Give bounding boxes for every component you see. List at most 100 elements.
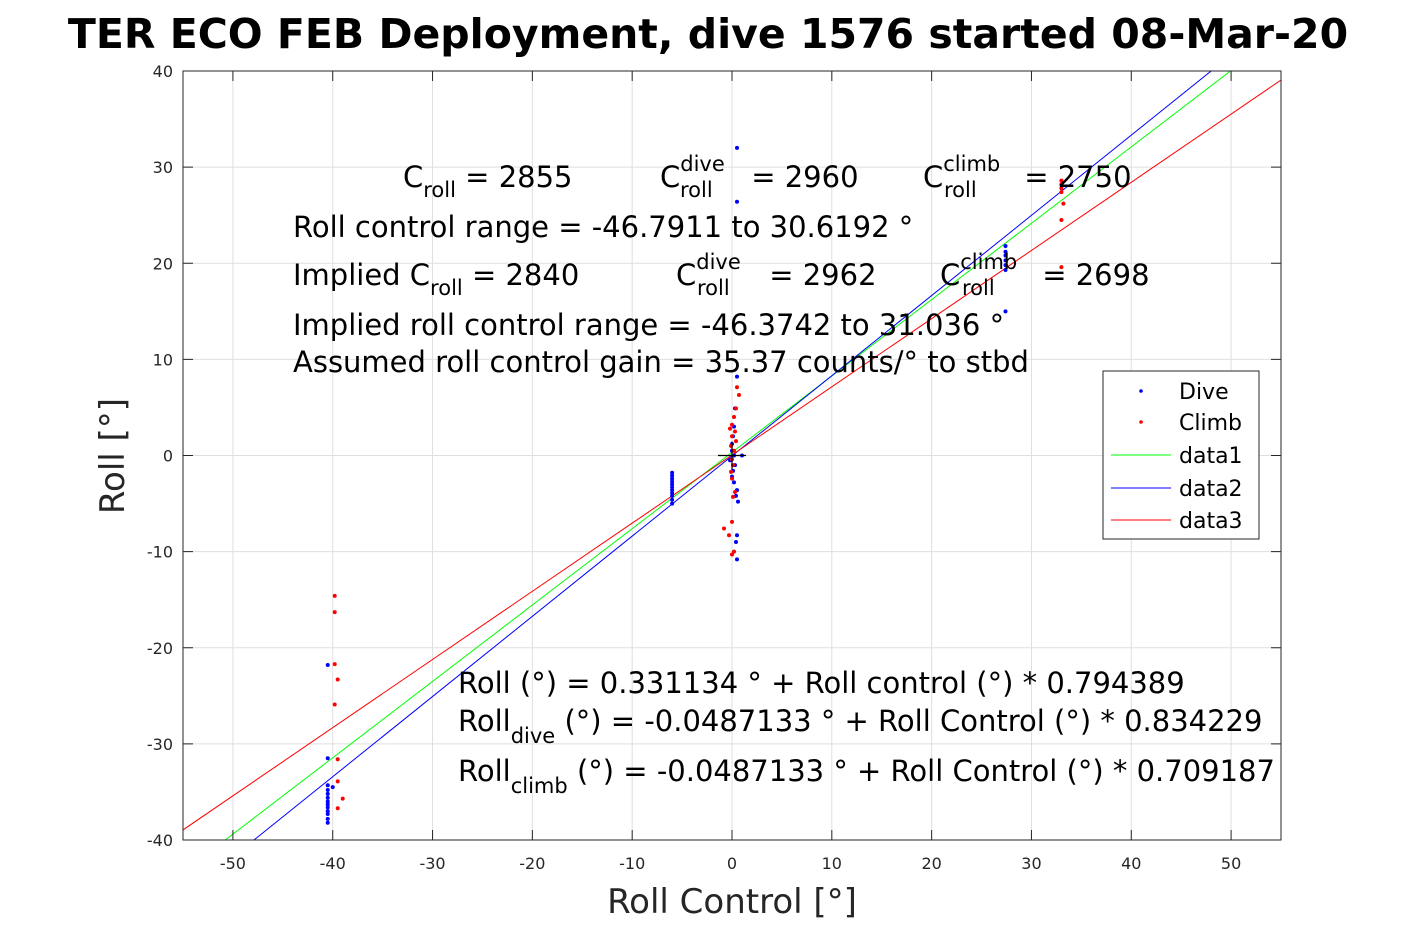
point-dive — [1003, 309, 1008, 314]
legend-climb-label: Climb — [1179, 411, 1242, 436]
x-axis-label: Roll Control [°] — [607, 882, 857, 922]
point-climb — [732, 429, 737, 434]
point-climb — [1061, 201, 1066, 206]
point-climb — [729, 469, 734, 474]
point-climb — [332, 610, 337, 615]
y-tick-label: 10 — [153, 350, 173, 369]
point-dive — [670, 485, 675, 490]
point-climb — [733, 406, 738, 411]
point-dive — [325, 795, 330, 800]
point-dive — [325, 816, 330, 821]
point-climb — [731, 549, 736, 554]
point-climb — [730, 434, 734, 439]
annotation-implied-c-dive: Cdive roll = 2962 — [676, 250, 877, 300]
x-tick-label: -40 — [320, 854, 346, 873]
point-climb — [1059, 186, 1064, 191]
point-climb — [335, 806, 340, 811]
point-dive — [325, 809, 330, 814]
point-dive — [1003, 243, 1008, 248]
point-dive — [670, 497, 675, 502]
point-climb — [1059, 190, 1064, 195]
point-climb — [1059, 217, 1064, 222]
point-climb — [340, 796, 345, 801]
point-dive — [670, 470, 675, 475]
point-climb — [332, 593, 337, 598]
point-climb — [730, 494, 735, 499]
point-dive — [330, 785, 335, 790]
x-tick-label: 0 — [727, 854, 737, 873]
point-dive — [731, 480, 736, 485]
point-dive — [670, 476, 675, 481]
point-climb — [332, 662, 337, 667]
point-dive — [734, 557, 739, 562]
point-dive — [670, 488, 675, 493]
y-axis-label: Roll [°] — [93, 398, 133, 514]
point-climb — [733, 439, 738, 444]
point-climb — [332, 702, 337, 707]
annotation-c-roll-climb: Cclimb roll = 2750 — [923, 152, 1132, 202]
y-tick-label: -30 — [147, 735, 173, 754]
y-tick-label: 40 — [153, 62, 173, 81]
point-dive — [734, 374, 739, 379]
point-climb — [731, 448, 736, 453]
point-dive — [325, 788, 330, 793]
point-climb — [730, 476, 734, 481]
point-climb — [736, 392, 741, 397]
point-dive — [734, 533, 739, 538]
point-climb — [731, 415, 736, 420]
point-climb — [335, 779, 340, 784]
point-dive — [733, 540, 738, 545]
annotation-fit-dive: Rolldive (°) = -0.0487133 ° + Roll Contr… — [458, 704, 1262, 748]
point-dive — [325, 663, 330, 668]
annotation-fit: Roll (°) = 0.331134 ° + Roll control (°)… — [458, 666, 1185, 700]
point-climb — [727, 533, 732, 538]
point-dive — [325, 756, 330, 761]
x-tick-label: -20 — [519, 854, 545, 873]
point-climb — [335, 757, 340, 762]
x-tick-label: 30 — [1021, 854, 1041, 873]
point-dive — [670, 493, 675, 498]
point-dive — [734, 199, 739, 204]
point-climb — [1059, 182, 1064, 187]
data-points — [325, 145, 1066, 825]
point-climb — [734, 385, 739, 390]
y-tick-label: -20 — [147, 639, 173, 658]
legend-climb-marker — [1139, 420, 1143, 424]
origin-crosshair — [718, 441, 746, 470]
annotation-gain: Assumed roll control gain = 35.37 counts… — [293, 345, 1029, 379]
point-dive — [735, 499, 740, 504]
point-dive — [325, 820, 330, 825]
y-tick-label: 30 — [153, 158, 173, 177]
y-ticks: -40 -30 -20 -10 0 10 20 30 40 — [147, 62, 1281, 850]
legend-dive-marker — [1139, 389, 1143, 393]
annotation-implied-range: Implied roll control range = -46.3742 to… — [293, 308, 1004, 342]
point-dive — [734, 145, 739, 150]
x-tick-label: -50 — [220, 854, 246, 873]
legend-dive-label: Dive — [1179, 380, 1229, 405]
point-climb — [730, 519, 734, 524]
annotation-implied-c-roll: Implied Croll = 2840 — [293, 258, 579, 300]
point-dive — [325, 791, 330, 796]
annotation-coefficients: Croll = 2855 Cdive roll = 2960 Cclimb roll… — [293, 152, 1150, 379]
point-dive — [325, 812, 330, 817]
point-climb — [335, 677, 340, 682]
point-dive — [325, 783, 330, 788]
x-tick-label: -30 — [419, 854, 445, 873]
point-climb — [730, 552, 734, 557]
point-dive — [1003, 267, 1008, 272]
y-tick-label: 0 — [163, 447, 173, 466]
point-climb — [1059, 178, 1064, 183]
point-dive — [325, 802, 330, 807]
point-dive — [670, 482, 675, 487]
chart-title: TER ECO FEB Deployment, dive 1576 starte… — [68, 10, 1348, 58]
legend: Dive Climb data1 data2 data3 — [1102, 370, 1260, 540]
point-climb — [728, 426, 733, 431]
point-climb — [1059, 265, 1064, 270]
point-dive — [1003, 249, 1008, 254]
point-dive — [1003, 263, 1008, 268]
legend-data2-label: data2 — [1179, 477, 1243, 502]
annotation-range: Roll control range = -46.7911 to 30.6192… — [293, 210, 913, 244]
point-dive — [670, 501, 675, 506]
point-dive — [325, 799, 330, 804]
